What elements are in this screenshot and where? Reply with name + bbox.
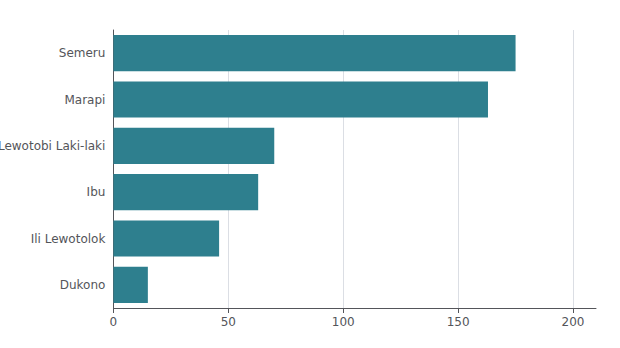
- svg-text:Ibu: Ibu: [87, 185, 106, 199]
- svg-text:100: 100: [332, 315, 355, 329]
- svg-text:50: 50: [221, 315, 236, 329]
- svg-text:0: 0: [110, 315, 118, 329]
- svg-text:Marapi: Marapi: [64, 93, 105, 107]
- svg-text:Lewotobi Laki-laki: Lewotobi Laki-laki: [0, 139, 105, 153]
- svg-text:150: 150: [447, 315, 470, 329]
- svg-text:Semeru: Semeru: [59, 46, 106, 60]
- svg-text:Ili Lewotolok: Ili Lewotolok: [31, 232, 106, 246]
- svg-text:Dukono: Dukono: [60, 278, 106, 292]
- svg-text:200: 200: [562, 315, 585, 329]
